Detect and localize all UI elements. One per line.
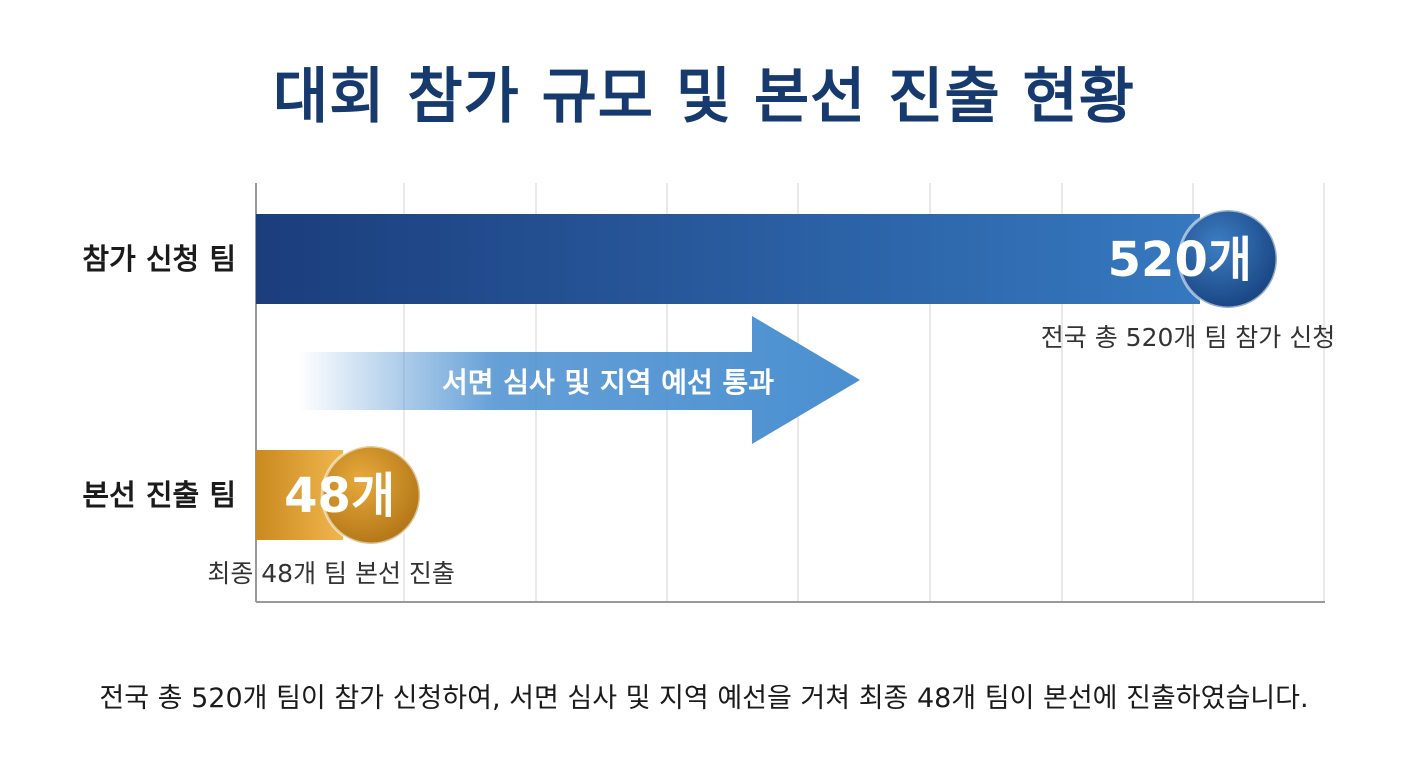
bar-sublabel: 최종 48개 팀 본선 진출 bbox=[207, 559, 455, 588]
chart-title: 대회 참가 규모 및 본선 진출 현황 bbox=[273, 62, 1135, 132]
bar-sublabel: 전국 총 520개 팀 참가 신청 bbox=[1041, 323, 1335, 352]
process-arrow-label: 서면 심사 및 지역 예선 통과 bbox=[442, 366, 774, 399]
process-arrow bbox=[298, 316, 860, 444]
category-label: 본선 진출 팀 bbox=[82, 478, 236, 512]
value-badge bbox=[320, 444, 422, 546]
category-label: 참가 신청 팀 bbox=[82, 242, 236, 276]
bar bbox=[256, 214, 1200, 304]
value-label: 520개 bbox=[1108, 232, 1252, 288]
caption: 전국 총 520개 팀이 참가 신청하여, 서면 심사 및 지역 예선을 거쳐 … bbox=[99, 683, 1309, 714]
bars: 520개 참가 신청 팀전국 총 520개 팀 참가 신청 48개 본선 진출 팀최종… bbox=[82, 208, 1335, 588]
value-badge bbox=[1177, 208, 1279, 310]
value-label: 48개 bbox=[284, 468, 395, 524]
